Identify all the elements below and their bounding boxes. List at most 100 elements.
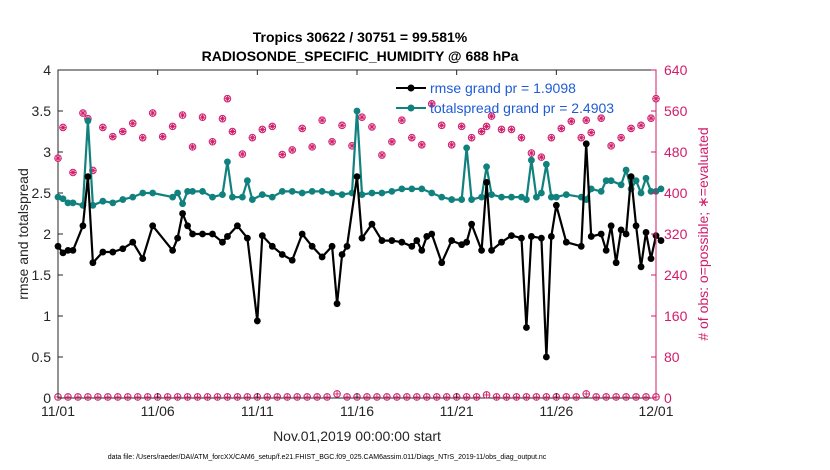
totalspread-point	[537, 189, 545, 197]
rmse-point	[463, 238, 471, 246]
obs-possible-point	[507, 125, 516, 134]
y-tick-label: 4	[43, 62, 51, 78]
rmse-point	[318, 253, 326, 261]
obs-evaluated-star	[404, 394, 410, 400]
obs-possible-point	[358, 113, 366, 121]
obs-possible-point	[74, 393, 82, 401]
obs-possible-point	[198, 113, 207, 121]
obs-evaluated-star	[309, 144, 315, 150]
y-tick-label-right: 640	[664, 62, 688, 78]
obs-possible-point	[422, 393, 431, 401]
rmse-point	[243, 234, 251, 242]
obs-evaluated-star	[100, 124, 106, 131]
obs-possible-point	[288, 146, 297, 154]
obs-evaluated-star	[324, 394, 330, 400]
totalspread-point	[248, 196, 256, 203]
totalspread-point	[617, 181, 625, 189]
totalspread-point	[632, 177, 640, 185]
obs-evaluated-star	[608, 143, 614, 149]
obs-evaluated-star	[533, 394, 540, 400]
obs-possible-point	[532, 393, 541, 401]
totalspread-point	[229, 193, 236, 201]
obs-possible-point	[248, 133, 257, 142]
obs-evaluated-star	[189, 144, 196, 150]
rmse-point	[278, 251, 286, 258]
obs-evaluated-star	[598, 115, 604, 121]
obs-possible-point	[487, 112, 496, 120]
obs-evaluated-star	[179, 112, 186, 118]
totalspread-point	[528, 156, 535, 164]
totalspread-point	[478, 193, 485, 201]
rmse-point	[54, 242, 62, 250]
obs-evaluated-star	[194, 394, 201, 400]
totalspread-point	[552, 193, 560, 201]
ticks: 11/01 11/06 11/11 11/16 11/21 11/26 12/0100.51…	[32, 62, 688, 419]
rmse-point	[288, 256, 296, 264]
obs-possible-point	[268, 122, 277, 131]
obs-evaluated-star	[75, 394, 81, 400]
x-tick-label: 11/11	[241, 403, 274, 419]
obs-evaluated-star	[199, 114, 206, 120]
rmse-point	[353, 173, 361, 181]
obs-possible-point	[607, 142, 615, 150]
obs-evaluated-star	[548, 134, 555, 141]
rmse-point	[607, 222, 615, 230]
rmse-point	[368, 220, 376, 228]
y-tick-label-right: 480	[664, 144, 688, 160]
obs-possible-point	[497, 125, 506, 134]
rmse-point	[169, 247, 177, 254]
totalspread-point	[358, 191, 366, 199]
obs-possible-point	[118, 127, 127, 136]
rmse-point	[622, 230, 630, 238]
obs-evaluated-star	[583, 117, 590, 124]
obs-possible-point	[323, 393, 331, 401]
obs-possible-point	[133, 393, 142, 401]
rmse-point	[174, 234, 182, 242]
obs-evaluated-star	[259, 126, 266, 133]
obs-possible-point	[642, 393, 650, 401]
obs-possible-point	[482, 391, 491, 399]
x-tick-label: 11/21	[440, 403, 474, 419]
obs-evaluated-star	[493, 394, 500, 400]
rmse-point	[612, 259, 620, 267]
rmse-point	[333, 300, 341, 308]
obs-evaluated-star	[399, 117, 405, 124]
obs-possible-point	[283, 393, 292, 401]
rmse-point	[483, 178, 490, 186]
totalspread-point	[353, 107, 361, 115]
rmse-point	[343, 242, 351, 250]
obs-evaluated-star	[204, 394, 211, 400]
obs-evaluated-star	[279, 151, 286, 158]
rmse-point	[184, 222, 191, 230]
obs-evaluated-star	[558, 125, 565, 132]
obs-possible-point	[617, 133, 625, 142]
obs-evaluated-star	[299, 125, 305, 132]
totalspread-point	[119, 196, 127, 203]
rmse-point	[523, 324, 530, 331]
rmse-point	[488, 247, 495, 254]
chart-title: Tropics 30622 / 30751 = 99.581%	[253, 29, 468, 45]
obs-evaluated-star	[628, 125, 634, 132]
obs-evaluated-star	[369, 124, 375, 130]
obs-possible-point	[114, 393, 122, 401]
obs-possible-point	[84, 393, 92, 401]
obs-possible-point	[123, 393, 132, 401]
obs-possible-point	[104, 393, 112, 401]
totalspread-point	[523, 196, 530, 203]
obs-possible-point	[398, 116, 406, 125]
obs-evaluated-star	[119, 128, 126, 135]
totalspread-point	[84, 117, 92, 125]
totalspread-point	[418, 185, 426, 193]
obs-evaluated-star	[239, 151, 246, 157]
obs-possible-point	[338, 121, 346, 130]
rmse-point	[139, 255, 147, 262]
obs-possible-point	[308, 143, 316, 151]
obs-evaluated-star	[115, 394, 121, 400]
totalspread-point	[498, 193, 505, 201]
rmse-point	[99, 248, 107, 256]
obs-evaluated-star	[105, 394, 111, 400]
totalspread-point	[597, 187, 605, 195]
totalspread-point	[378, 189, 386, 197]
y-tick-label-right: 240	[664, 267, 688, 283]
obs-evaluated-star	[633, 394, 639, 400]
